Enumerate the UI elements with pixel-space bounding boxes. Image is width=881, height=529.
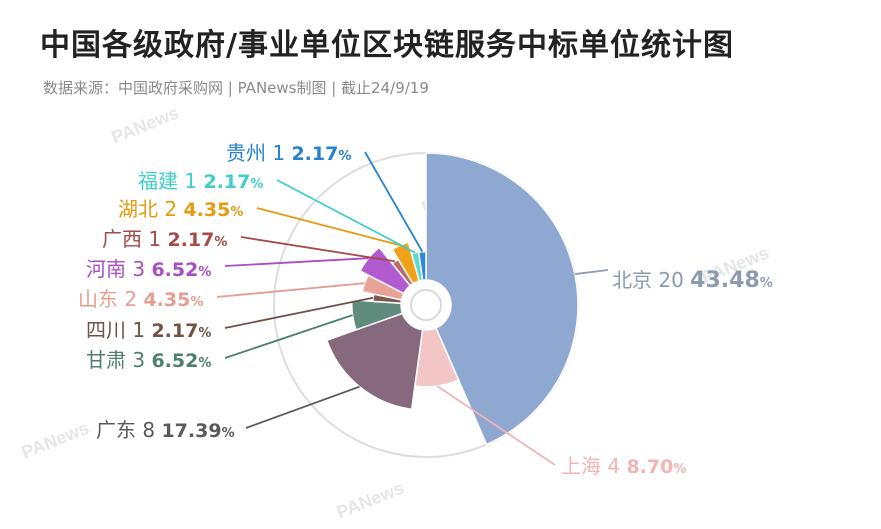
leader-line-福建 <box>276 179 416 254</box>
leader-line-四川 <box>224 296 374 329</box>
center-hole <box>403 282 449 328</box>
chart-title: 中国各级政府/事业单位区块链服务中标单位统计图 <box>40 28 734 63</box>
data-label-广东: 广东 8 17.39% <box>96 418 235 442</box>
data-label-上海: 上海 4 8.70% <box>561 454 686 478</box>
leader-line-上海 <box>436 385 556 466</box>
slice-贵州 <box>417 250 427 282</box>
data-label-四川: 四川 1 2.17% <box>86 318 211 342</box>
data-label-山东: 山东 2 4.35% <box>78 287 203 311</box>
leader-line-广东 <box>245 385 360 429</box>
chart-subtitle: 数据来源：中国政府采购网 | PANews制图 | 截止24/9/19 <box>43 79 429 97</box>
leader-line-河南 <box>224 257 369 267</box>
leader-line-甘肃 <box>224 314 353 359</box>
slice-广东 <box>325 312 424 411</box>
data-label-贵州: 贵州 1 2.17% <box>226 141 351 165</box>
data-label-广西: 广西 1 2.17% <box>102 227 227 251</box>
leader-line-湖北 <box>256 207 401 247</box>
data-label-甘肃: 甘肃 3 6.52% <box>86 348 211 372</box>
leader-line-山东 <box>216 282 365 298</box>
leader-line-贵州 <box>364 151 424 253</box>
leader-line-广西 <box>240 236 396 263</box>
data-label-福建: 福建 1 2.17% <box>138 169 263 193</box>
data-label-河南: 河南 3 6.52% <box>86 257 211 281</box>
data-label-湖北: 湖北 2 4.35% <box>118 197 243 221</box>
data-label-北京: 北京 20 43.48% <box>612 268 773 293</box>
center-ring <box>410 289 442 321</box>
slice-北京 <box>425 152 579 446</box>
leader-line-北京 <box>574 269 609 275</box>
